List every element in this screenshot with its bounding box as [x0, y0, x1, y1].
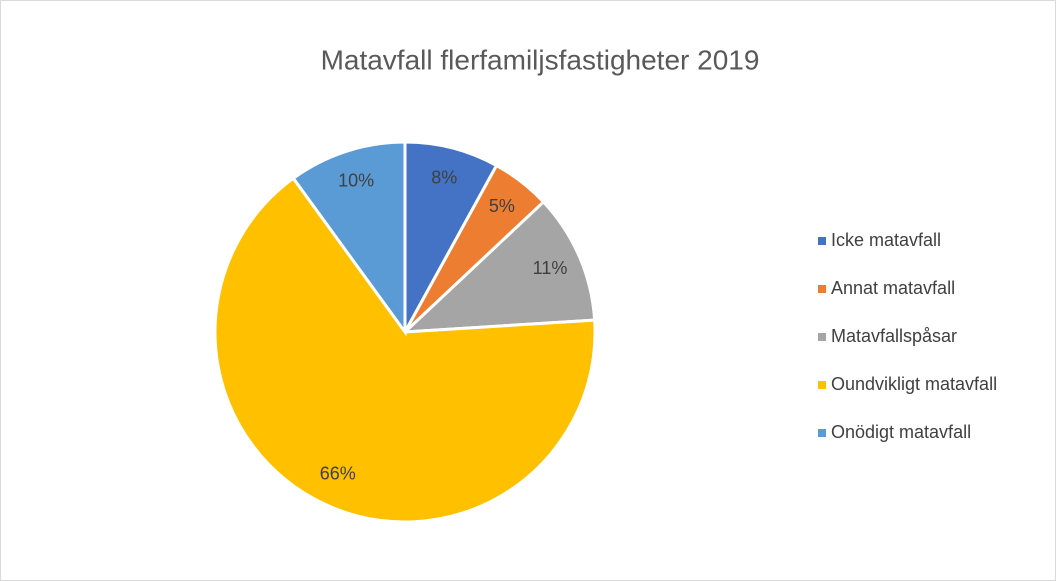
legend-swatch	[818, 429, 826, 437]
legend-swatch	[818, 237, 826, 245]
data-label: 8%	[431, 168, 457, 188]
legend-label: Annat matavfall	[831, 278, 955, 298]
legend-label: Oundvikligt matavfall	[831, 374, 997, 394]
pie-slice	[400, 199, 597, 334]
legend-swatch	[818, 381, 826, 389]
legend-swatch	[818, 333, 826, 341]
legend-label: Onödigt matavfall	[831, 422, 971, 442]
data-label: 66%	[320, 464, 356, 484]
pie-slice	[213, 176, 597, 524]
data-label: 10%	[338, 170, 374, 190]
chart-title: Matavfall flerfamiljsfastigheter 2019	[321, 44, 760, 75]
legend-label: Icke matavfall	[831, 230, 941, 250]
data-label: 5%	[489, 196, 515, 216]
legend-swatch	[818, 285, 826, 293]
pie-slice	[291, 140, 407, 337]
legend-label: Matavfallspåsar	[831, 326, 957, 346]
pie-slice	[403, 140, 499, 333]
data-label: 11%	[533, 258, 568, 278]
